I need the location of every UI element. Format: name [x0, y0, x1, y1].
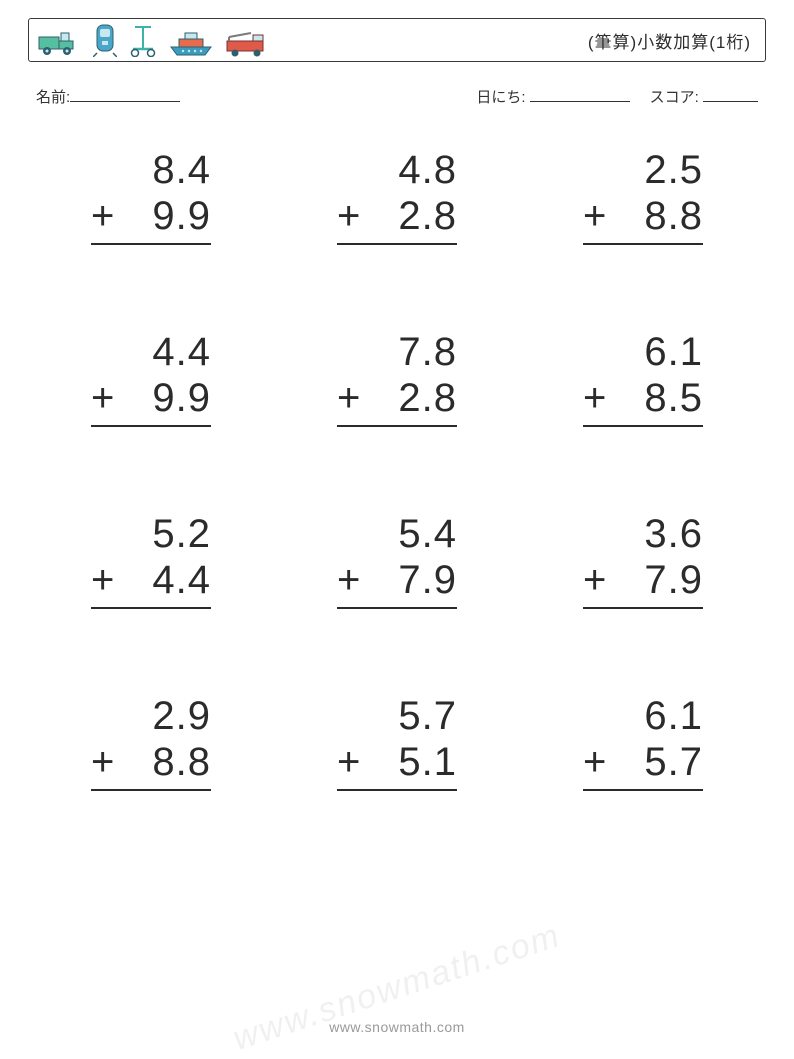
problem-6: 6.1+8.5 [583, 329, 703, 427]
problem-top: 5.4 [337, 511, 457, 557]
problem-addend: 7.9 [398, 558, 457, 602]
operator: + [91, 739, 115, 785]
worksheet-page: (筆算)小数加算(1桁) 名前: 日にち: スコア: 8.4+9.94.8+2.… [0, 0, 794, 1053]
name-blank [70, 87, 180, 102]
problem-bottom: +7.9 [583, 557, 703, 609]
problem-bottom: +5.1 [337, 739, 457, 791]
operator: + [91, 557, 115, 603]
name-field: 名前: [36, 86, 180, 107]
problem-9: 3.6+7.9 [583, 511, 703, 609]
problem-top: 2.9 [91, 693, 211, 739]
problem-top: 5.7 [337, 693, 457, 739]
info-row: 名前: 日にち: スコア: [28, 86, 766, 107]
problem-bottom: +4.4 [91, 557, 211, 609]
problem-addend: 8.8 [644, 194, 703, 238]
problem-addend: 9.9 [152, 194, 211, 238]
problem-top: 2.5 [583, 147, 703, 193]
operator: + [583, 739, 607, 785]
problem-10: 2.9+8.8 [91, 693, 211, 791]
problem-7: 5.2+4.4 [91, 511, 211, 609]
problem-top: 3.6 [583, 511, 703, 557]
problem-addend: 2.8 [398, 194, 457, 238]
problem-addend: 4.4 [152, 558, 211, 602]
problem-8: 5.4+7.9 [337, 511, 457, 609]
header-bar: (筆算)小数加算(1桁) [28, 18, 766, 62]
date-blank [530, 87, 630, 102]
problem-top: 8.4 [91, 147, 211, 193]
problems-grid: 8.4+9.94.8+2.82.5+8.84.4+9.97.8+2.86.1+8… [28, 147, 766, 791]
problem-addend: 2.8 [398, 376, 457, 420]
date-label: 日にち: [476, 89, 525, 106]
problem-2: 4.8+2.8 [337, 147, 457, 245]
problem-addend: 7.9 [644, 558, 703, 602]
problem-bottom: +2.8 [337, 193, 457, 245]
problem-top: 6.1 [583, 693, 703, 739]
problem-addend: 9.9 [152, 376, 211, 420]
date-field: 日にち: [476, 86, 629, 107]
problem-addend: 5.7 [644, 740, 703, 784]
problem-4: 4.4+9.9 [91, 329, 211, 427]
problem-bottom: +8.8 [583, 193, 703, 245]
operator: + [583, 557, 607, 603]
problem-bottom: +9.9 [91, 193, 211, 245]
problem-bottom: +9.9 [91, 375, 211, 427]
problem-addend: 5.1 [398, 740, 457, 784]
problem-addend: 8.8 [152, 740, 211, 784]
operator: + [337, 739, 361, 785]
problem-1: 8.4+9.9 [91, 147, 211, 245]
operator: + [91, 375, 115, 421]
problem-top: 4.4 [91, 329, 211, 375]
watermark: www.snowmath.com [228, 916, 565, 1059]
problem-top: 5.2 [91, 511, 211, 557]
operator: + [583, 375, 607, 421]
problem-top: 6.1 [583, 329, 703, 375]
problem-5: 7.8+2.8 [337, 329, 457, 427]
scooter-icon [129, 23, 157, 57]
operator: + [583, 193, 607, 239]
problem-bottom: +2.8 [337, 375, 457, 427]
score-blank [703, 87, 758, 102]
problem-top: 7.8 [337, 329, 457, 375]
operator: + [337, 193, 361, 239]
vehicle-icons-row [37, 23, 269, 57]
firetruck-icon [225, 29, 269, 57]
problem-bottom: +8.5 [583, 375, 703, 427]
problem-bottom: +7.9 [337, 557, 457, 609]
operator: + [91, 193, 115, 239]
footer-url: www.snowmath.com [0, 1019, 794, 1035]
ship-icon [169, 29, 213, 57]
train-icon [93, 23, 117, 57]
problem-bottom: +5.7 [583, 739, 703, 791]
operator: + [337, 557, 361, 603]
worksheet-title: (筆算)小数加算(1桁) [588, 28, 751, 53]
truck-icon [37, 29, 81, 57]
problem-bottom: +8.8 [91, 739, 211, 791]
problem-11: 5.7+5.1 [337, 693, 457, 791]
problem-3: 2.5+8.8 [583, 147, 703, 245]
problem-addend: 8.5 [644, 376, 703, 420]
problem-top: 4.8 [337, 147, 457, 193]
problem-12: 6.1+5.7 [583, 693, 703, 791]
operator: + [337, 375, 361, 421]
name-label: 名前: [36, 86, 70, 107]
score-label: スコア: [650, 89, 699, 106]
score-field: スコア: [650, 86, 758, 107]
